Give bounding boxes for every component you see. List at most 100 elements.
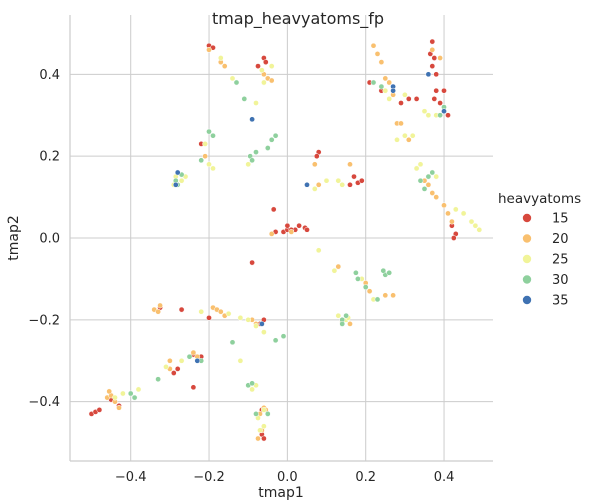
legend-marker (522, 295, 532, 305)
scatter-point-20 (167, 357, 173, 364)
legend-marker (522, 213, 532, 223)
scatter-point-25 (261, 423, 267, 430)
scatter-point-30 (437, 112, 443, 119)
y-tick-label: 0.4 (39, 68, 60, 83)
scatter-point-20 (386, 79, 393, 86)
scatter-point-20 (206, 46, 212, 53)
grid (70, 15, 493, 461)
y-tick-label: 0.0 (39, 232, 60, 247)
scatter-point-35 (390, 87, 396, 94)
scatter-point-25 (261, 79, 267, 86)
scatter-point-20 (116, 404, 122, 411)
scatter-point-20 (429, 190, 436, 196)
x-tick-label: 0.2 (355, 470, 376, 485)
scatter-point-30 (206, 128, 212, 135)
scatter-point-20 (155, 308, 161, 315)
scatter-point-20 (221, 63, 228, 69)
y-tick-label: −0.4 (28, 395, 60, 410)
scatter-point-30 (374, 296, 381, 303)
scatter-point-25 (120, 390, 126, 397)
scatter-point-30 (253, 411, 259, 417)
x-tick-label: −0.4 (115, 470, 147, 485)
scatter-point-25 (237, 314, 244, 321)
scatter-point-25 (386, 96, 393, 102)
scatter-point-30 (425, 173, 432, 180)
scatter-point-25 (268, 63, 275, 69)
scatter-point-25 (476, 226, 483, 233)
scatter-point-20 (382, 292, 389, 299)
scatter-point-35 (194, 357, 201, 364)
scatter-point-25 (311, 186, 318, 192)
scatter-point-25 (409, 132, 416, 139)
scatter-point-30 (370, 79, 377, 86)
scatter-point-15 (431, 96, 438, 102)
chart-title: tmap_heavyatoms_fp (212, 9, 384, 29)
scatter-point-25 (206, 161, 212, 168)
scatter-point-15 (261, 435, 267, 442)
scatter-point-15 (445, 112, 451, 119)
scatter-point-15 (206, 314, 212, 321)
scatter-point-20 (106, 388, 113, 395)
scatter-point-35 (259, 321, 265, 327)
scatter-point-25 (315, 247, 322, 254)
scatter-point-25 (202, 141, 208, 147)
scatter-point-25 (261, 407, 267, 413)
scatter-point-30 (155, 376, 161, 383)
scatter-point-25 (323, 177, 330, 184)
scatter-point-25 (229, 75, 236, 82)
x-tick-label: 0.4 (434, 470, 455, 485)
scatter-point-20 (390, 292, 396, 299)
scatter-point-25 (468, 218, 475, 225)
scatter-point-30 (131, 394, 138, 401)
scatter-point-30 (264, 145, 271, 151)
scatter-point-15 (262, 59, 269, 65)
y-tick-label: −0.2 (28, 313, 60, 328)
x-tick-label: 0.0 (277, 470, 298, 485)
scatter-point-30 (343, 312, 349, 319)
scatter-point-25 (112, 394, 118, 401)
scatter-point-30 (421, 186, 428, 192)
scatter-point-15 (190, 384, 197, 391)
scatter-point-25 (261, 329, 267, 335)
scatter-point-25 (245, 161, 252, 168)
scatter-point-15 (304, 226, 310, 233)
scatter-point-35 (249, 116, 255, 123)
scatter-point-15 (441, 87, 447, 94)
legend-label: 20 (552, 232, 569, 247)
legend-marker (522, 254, 532, 264)
scatter-point-30 (268, 136, 275, 143)
scatter-point-15 (178, 306, 185, 313)
scatter-point-15 (284, 222, 291, 229)
scatter-point-15 (174, 366, 181, 372)
scatter-point-25 (217, 55, 224, 61)
scatter-point-25 (178, 357, 185, 364)
scatter-point-20 (437, 55, 443, 61)
tick-labels: −0.4 −0.2 0.0 0.2 0.4 −0.4 −0.2 0.0 0.2 0.4 (28, 68, 454, 485)
scatter-point-30 (127, 390, 134, 397)
scatter-point-25 (178, 177, 185, 184)
scatter-point-25 (402, 132, 408, 139)
scatter-point-20 (433, 194, 440, 200)
scatter-point-15 (429, 63, 436, 69)
scatter-point-15 (433, 87, 440, 94)
scatter-point-25 (225, 310, 232, 317)
scatter-point-25 (335, 177, 342, 184)
axes-spines (69, 15, 493, 462)
scatter-point-30 (339, 321, 346, 327)
scatter-point-30 (272, 337, 279, 344)
legend-label: 25 (552, 253, 569, 268)
scatter-point-35 (441, 108, 447, 115)
scatter-point-20 (347, 321, 353, 327)
scatter-point-15 (413, 96, 420, 102)
scatter-point-20 (335, 263, 342, 270)
scatter-point-35 (172, 181, 179, 188)
legend: heavyatoms 15 20 25 30 35 (498, 191, 581, 309)
scatter-point-20 (202, 153, 208, 160)
scatter-point-15 (437, 100, 443, 106)
scatter-point-30 (386, 269, 393, 276)
scatter-points (88, 38, 483, 442)
scatter-point-25 (253, 100, 259, 106)
scatter-point-15 (270, 206, 277, 213)
x-tick-label: −0.2 (193, 470, 225, 485)
legend-marker (522, 275, 532, 284)
